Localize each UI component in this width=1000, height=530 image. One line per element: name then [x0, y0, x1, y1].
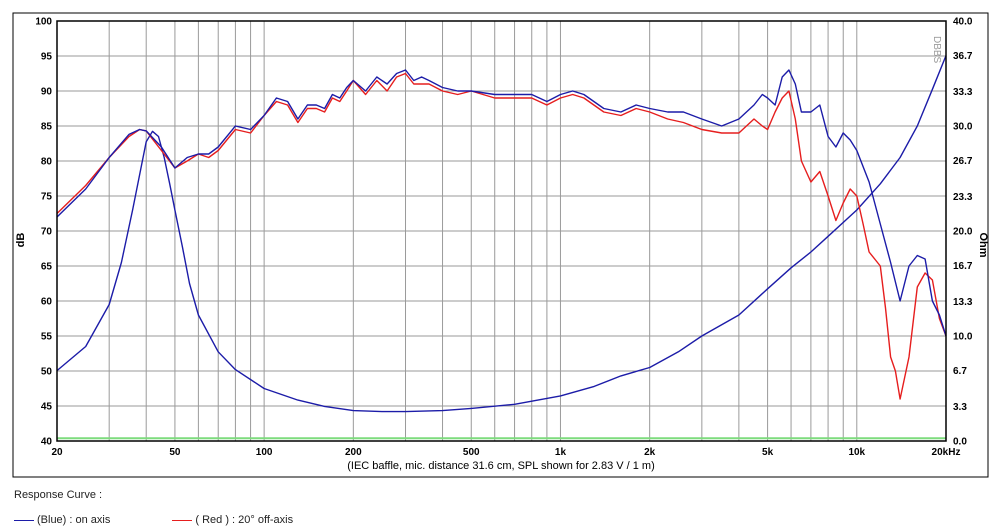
y-tick-label: 40: [41, 437, 53, 448]
y2-tick-label: 33.3: [953, 87, 973, 98]
x-tick-label: 20kHz: [932, 447, 961, 458]
y2-tick-label: 23.3: [953, 192, 973, 203]
y2-tick-label: 30.0: [953, 122, 973, 133]
y2-tick-label: 36.7: [953, 51, 973, 62]
legend-swatch-red: [172, 519, 193, 521]
x-tick-label: 1k: [555, 447, 567, 458]
x-tick-label: 10k: [848, 447, 865, 458]
grid: [57, 21, 946, 441]
y2-tick-label: 16.7: [953, 261, 973, 272]
y-tick-label: 70: [41, 227, 53, 238]
y-tick-label: 80: [41, 157, 53, 168]
y-axis-title: dB: [15, 233, 27, 248]
y-tick-label: 90: [41, 87, 53, 98]
y2-tick-labels: 0.0 3.3 6.7 10.0 13.3 16.7 20.0 23.3 26.7 30.0 33.…: [953, 17, 973, 448]
watermark: DBBS: [931, 36, 942, 64]
series-line-impedance: [56, 55, 947, 413]
plot-border: [56, 20, 947, 442]
y2-tick-label: 20.0: [953, 227, 973, 238]
x-tick-label: 500: [463, 447, 480, 458]
y2-tick-label: 40.0: [953, 17, 973, 28]
y-tick-label: 55: [41, 332, 53, 343]
legend-label-off-axis: ( Red ) : 20° off-axis: [195, 514, 294, 526]
x-tick-label: 5k: [762, 447, 774, 458]
series-group: [56, 55, 947, 413]
x-axis-caption: (IEC baffle, mic. distance 31.6 cm, SPL …: [347, 460, 655, 472]
frequency-response-chart: 20 50 100 200 500 1k 2k 5k 10k 20kHz 40 45 50 55 60 65…: [12, 12, 989, 478]
y-tick-label: 100: [35, 17, 52, 28]
y2-tick-label: 0.0: [953, 437, 967, 448]
y-tick-label: 50: [41, 367, 53, 378]
y2-tick-label: 26.7: [953, 156, 973, 167]
x-tick-labels: 20 50 100 200 500 1k 2k 5k 10k 20kHz: [51, 447, 960, 458]
y-tick-label: 95: [41, 52, 53, 63]
legend: (Blue) : on axis ( Red ) : 20° off-axis: [14, 514, 355, 526]
legend-label-on-axis: (Blue) : on axis: [37, 514, 111, 526]
y2-tick-label: 13.3: [953, 297, 973, 308]
y-tick-label: 85: [41, 122, 53, 133]
x-tick-label: 20: [51, 447, 63, 458]
series-line-on-axis: [56, 69, 947, 337]
y-tick-label: 75: [41, 192, 53, 203]
legend-item-on-axis: (Blue) : on axis: [14, 514, 110, 526]
y2-tick-label: 6.7: [953, 366, 967, 377]
y2-axis-title: Ohm: [977, 232, 989, 257]
legend-swatch-blue: [14, 519, 34, 521]
y-tick-label: 65: [41, 262, 53, 273]
series-line-20-off-axis: [56, 72, 947, 400]
y-tick-label: 45: [41, 402, 53, 413]
legend-title: Response Curve :: [14, 489, 103, 501]
y-tick-labels: 40 45 50 55 60 65 70 75 80 85 90 95 100: [35, 17, 52, 448]
x-tick-label: 100: [256, 447, 273, 458]
x-tick-label: 50: [169, 447, 181, 458]
x-tick-label: 200: [345, 447, 362, 458]
x-tick-label: 2k: [644, 447, 656, 458]
legend-item-off-axis: ( Red ) : 20° off-axis: [172, 514, 293, 526]
y2-tick-label: 10.0: [953, 332, 973, 343]
y2-tick-label: 3.3: [953, 402, 967, 413]
y-tick-label: 60: [41, 297, 53, 308]
